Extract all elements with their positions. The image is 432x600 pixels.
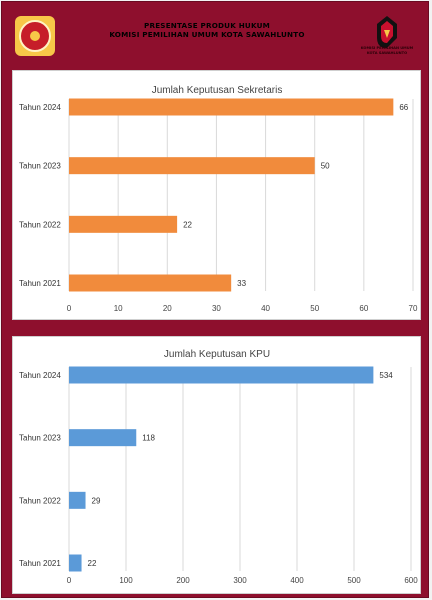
category-label: Tahun 2023: [19, 162, 61, 171]
x-tick-label: 100: [119, 576, 133, 585]
chart-panel-kpu: Jumlah Keputusan KPU 0 100 200 300 400 500 600 T…: [12, 336, 421, 594]
x-tick-label: 500: [347, 576, 361, 585]
x-tick-label: 0: [67, 576, 72, 585]
chart-kpu: Jumlah Keputusan KPU 0 100 200 300 400 500 600 T…: [19, 349, 418, 585]
city-logo-icon: [15, 16, 55, 56]
category-label: Tahun 2021: [19, 279, 61, 288]
title-line-2: KOMISI PEMILIHAN UMUM KOTA SAWAHLUNTO: [109, 30, 305, 39]
x-tick-label: 40: [261, 304, 270, 313]
header: PRESENTASE PRODUK HUKUM KOMISI PEMILIHAN…: [2, 2, 430, 70]
x-tick-label: 50: [310, 304, 319, 313]
x-tick-label: 60: [359, 304, 368, 313]
chart-title: Jumlah Keputusan Sekretaris: [152, 85, 283, 96]
x-tick-label: 70: [409, 304, 418, 313]
x-tick-label: 300: [233, 576, 247, 585]
category-label: Tahun 2023: [19, 434, 61, 443]
category-label: Tahun 2022: [19, 220, 61, 229]
bar: [69, 366, 374, 384]
bar: [69, 429, 137, 447]
data-label: 22: [88, 559, 97, 568]
bar: [69, 215, 178, 233]
x-tick-label: 20: [163, 304, 172, 313]
category-label: Tahun 2021: [19, 559, 61, 568]
x-tick-label: 30: [212, 304, 221, 313]
kpu-logo-icon: KOMISI PEMILIHAN UMUM KOTA SAWAHLUNTO: [357, 14, 417, 64]
x-tick-label: 200: [176, 576, 190, 585]
title-line-1: PRESENTASE PRODUK HUKUM: [144, 21, 270, 30]
data-label: 66: [399, 103, 408, 112]
x-tick-label: 400: [290, 576, 304, 585]
category-label: Tahun 2024: [19, 103, 61, 112]
bar: [69, 554, 82, 572]
bar: [69, 157, 315, 175]
poster-title: PRESENTASE PRODUK HUKUM KOMISI PEMILIHAN…: [72, 21, 342, 39]
data-label: 50: [321, 162, 330, 171]
data-label: 22: [183, 220, 192, 229]
category-label: Tahun 2022: [19, 496, 61, 505]
chart-sekretaris: Jumlah Keputusan Sekretaris 0 10 20 30 40 50 60…: [19, 85, 418, 313]
data-label: 118: [142, 434, 155, 443]
bar: [69, 98, 394, 116]
data-label: 534: [379, 371, 393, 380]
bar: [69, 491, 86, 509]
chart-panel-sekretaris: Jumlah Keputusan Sekretaris 0 10 20 30 40 50 60…: [12, 70, 421, 320]
data-label: 33: [237, 279, 246, 288]
bar: [69, 274, 232, 292]
x-tick-label: 600: [404, 576, 418, 585]
x-tick-label: 0: [67, 304, 72, 313]
data-label: 29: [92, 496, 101, 505]
x-tick-label: 10: [114, 304, 123, 313]
chart-title: Jumlah Keputusan KPU: [164, 349, 270, 360]
category-label: Tahun 2024: [19, 371, 61, 380]
